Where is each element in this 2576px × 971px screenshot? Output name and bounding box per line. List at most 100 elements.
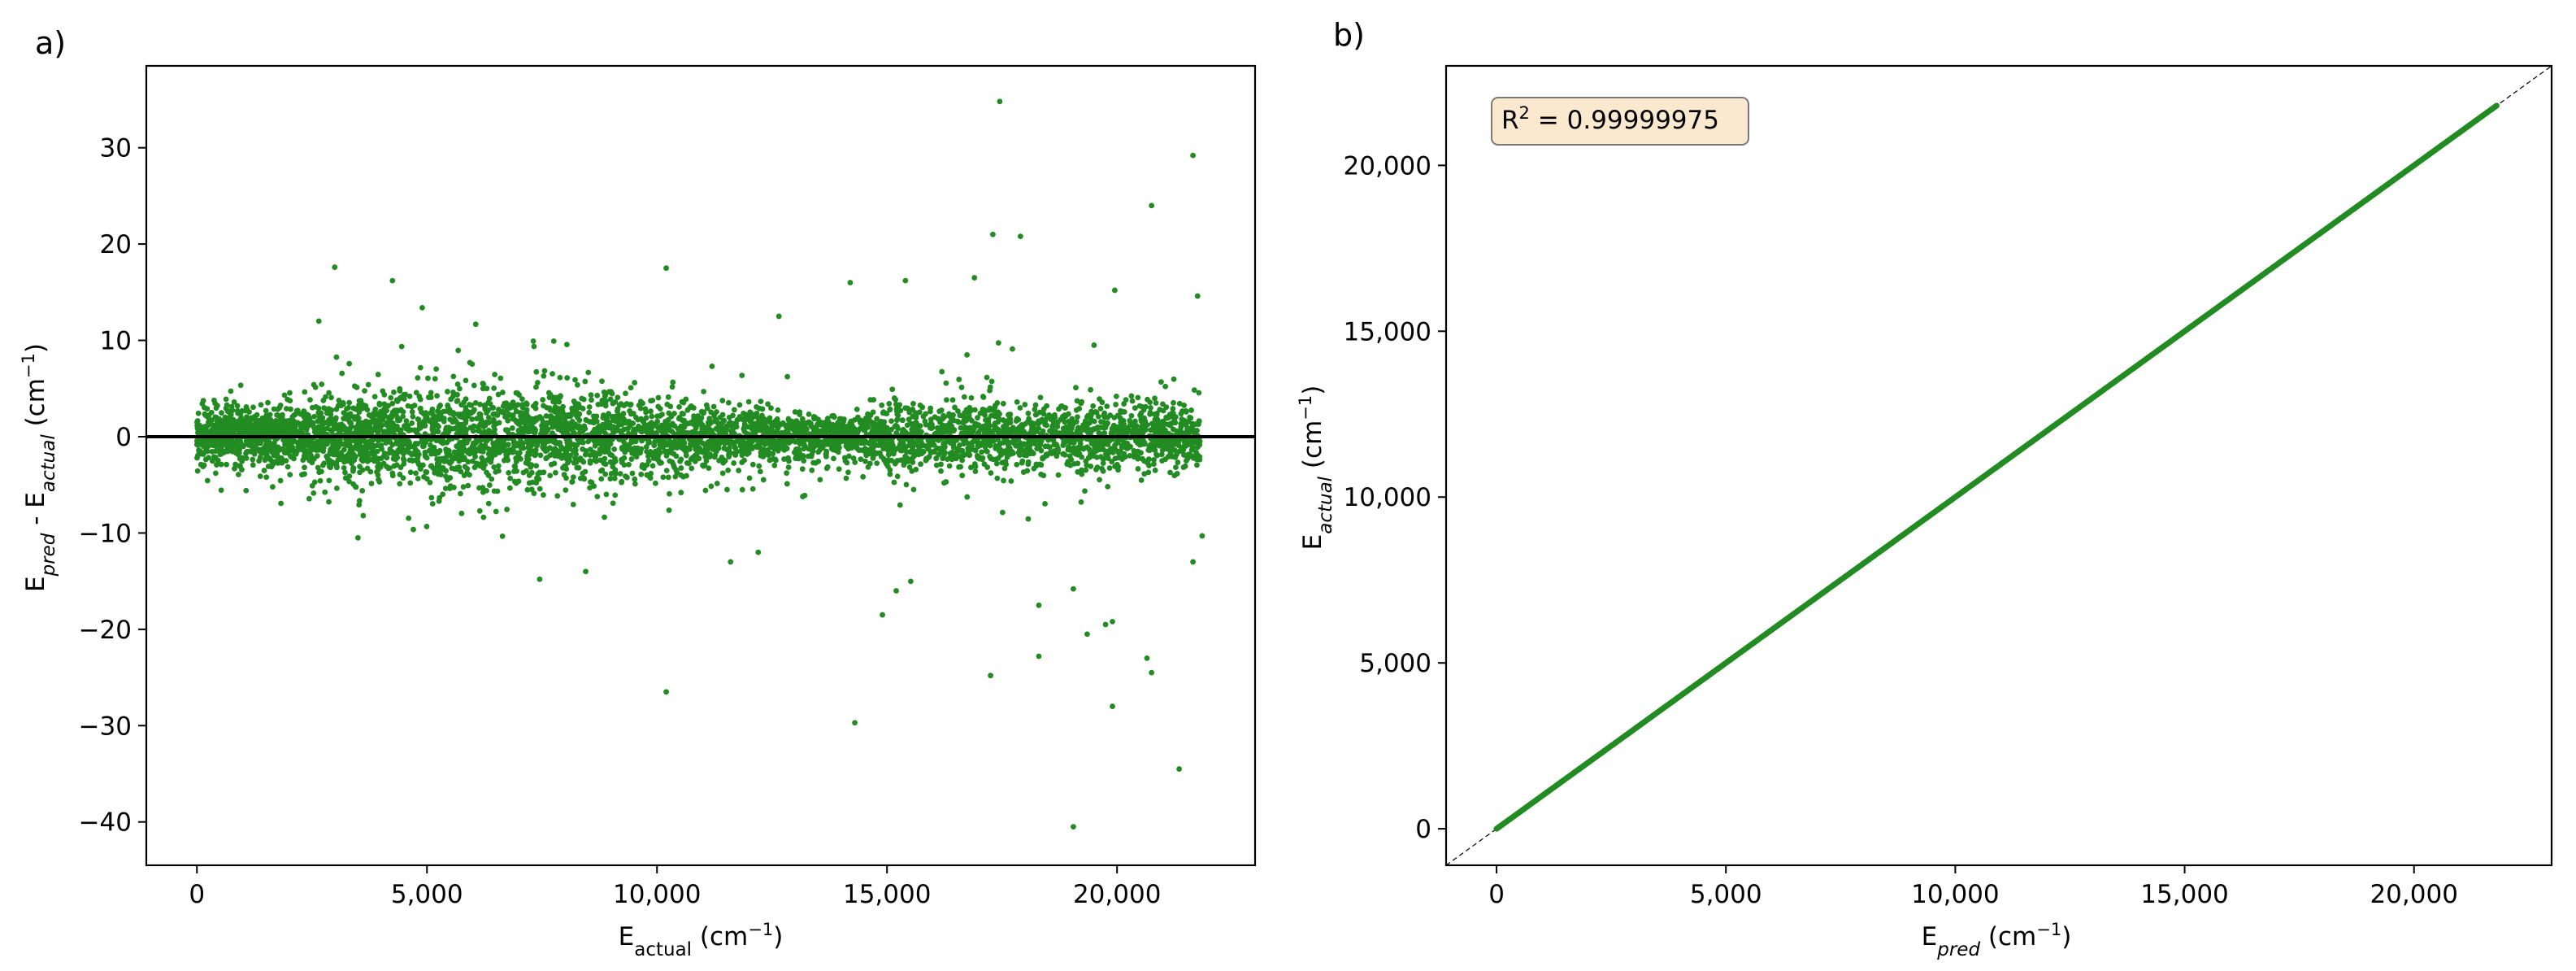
residual-point — [999, 459, 1006, 466]
residual-point — [263, 474, 270, 481]
residual-point — [287, 472, 293, 478]
residual-point — [557, 374, 563, 381]
residual-point — [235, 472, 241, 477]
residual-point — [836, 416, 843, 422]
residual-point — [801, 492, 808, 499]
residual-point — [649, 463, 656, 469]
residual-point — [469, 416, 476, 422]
residual-point — [509, 425, 515, 431]
residual-point — [649, 425, 655, 431]
residual-point — [789, 438, 796, 444]
residual-point — [701, 409, 706, 416]
residual-point — [1027, 446, 1032, 451]
residual-point — [341, 416, 347, 422]
residual-point — [867, 460, 873, 467]
residual-point — [268, 464, 275, 470]
residual-point — [980, 394, 986, 399]
residual-point — [513, 408, 519, 415]
residual-point — [922, 418, 928, 425]
residual-point — [251, 444, 258, 451]
residual-point — [592, 457, 598, 464]
residual-point — [568, 423, 575, 429]
residual-point — [513, 390, 519, 396]
residual-point — [506, 485, 513, 491]
residual-point — [1158, 379, 1164, 385]
residual-point — [570, 501, 576, 507]
residual-point — [381, 391, 388, 398]
residual-point — [897, 442, 904, 449]
residual-point — [541, 368, 548, 374]
residual-point — [1014, 461, 1020, 468]
residual-point — [547, 472, 554, 479]
residual-point — [894, 473, 901, 480]
residual-point — [1138, 450, 1144, 456]
residual-point — [1010, 346, 1015, 352]
residual-point — [910, 486, 917, 493]
residual-point — [587, 485, 593, 491]
residual-point — [346, 399, 353, 406]
residual-point — [194, 468, 201, 474]
residual-point — [463, 404, 469, 411]
residual-point — [809, 467, 815, 473]
residual-point — [1158, 429, 1165, 436]
residual-point — [1146, 463, 1152, 468]
residual-point — [968, 464, 974, 471]
residual-point — [711, 412, 717, 419]
residual-point — [754, 415, 761, 421]
residual-point — [741, 457, 747, 464]
residual-point — [1032, 407, 1038, 412]
residual-point — [836, 441, 842, 447]
residual-point — [550, 338, 557, 344]
residual-point — [523, 401, 530, 407]
residual-point — [1152, 467, 1158, 473]
residual-point — [1019, 459, 1025, 466]
residual-point — [491, 429, 497, 435]
residual-point — [394, 425, 401, 432]
residual-point — [1158, 451, 1165, 458]
residual-point — [195, 410, 202, 416]
residual-point — [957, 412, 963, 419]
residual-point — [243, 487, 250, 494]
residual-point — [311, 413, 318, 420]
residual-point — [484, 385, 490, 392]
residual-point — [580, 446, 586, 452]
residual-point — [660, 474, 667, 481]
residual-point — [507, 475, 514, 481]
residual-point — [731, 460, 737, 466]
residual-point — [389, 415, 394, 420]
residual-point — [531, 490, 537, 497]
residual-point — [1062, 419, 1068, 425]
residual-point — [642, 422, 648, 428]
residual-point — [520, 469, 527, 476]
residual-point — [270, 484, 276, 490]
residual-point — [623, 401, 630, 407]
residual-point — [704, 429, 710, 435]
residual-point — [594, 494, 601, 500]
residual-point — [385, 465, 392, 472]
residual-point — [528, 462, 533, 468]
residual-point — [300, 457, 306, 464]
residual-point — [422, 451, 428, 458]
residual-point — [604, 438, 610, 443]
residual-point — [1188, 442, 1195, 448]
residual-point — [1065, 446, 1071, 453]
residual-point — [988, 470, 994, 476]
residual-point — [523, 407, 530, 413]
residual-point — [376, 416, 382, 423]
residual-point — [704, 447, 710, 454]
residual-point — [1141, 471, 1148, 477]
residual-point — [635, 416, 641, 423]
residual-point — [372, 406, 379, 412]
residual-point — [533, 463, 540, 469]
residual-point — [457, 385, 463, 392]
residual-point — [854, 445, 860, 451]
residual-point — [1196, 390, 1202, 396]
residual-point — [958, 425, 964, 431]
residual-point — [389, 400, 396, 407]
residual-point — [248, 449, 254, 455]
residual-point — [571, 459, 577, 466]
residual-point — [454, 398, 461, 403]
residual-point — [684, 407, 691, 413]
residual-point — [1117, 449, 1123, 455]
residual-point — [854, 414, 861, 420]
